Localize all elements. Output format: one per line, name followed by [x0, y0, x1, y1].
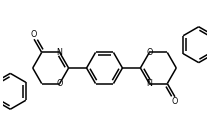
Text: O: O [56, 79, 63, 88]
Text: O: O [31, 30, 37, 38]
Text: O: O [146, 48, 153, 57]
Text: N: N [147, 79, 152, 88]
Text: O: O [172, 98, 178, 106]
Text: N: N [57, 48, 62, 57]
